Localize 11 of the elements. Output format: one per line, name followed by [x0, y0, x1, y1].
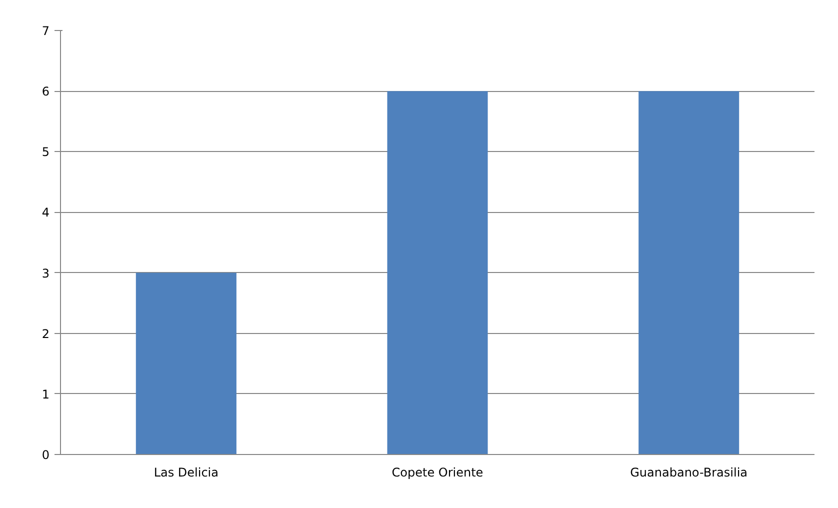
- x-tick-label: Las Delicia: [154, 466, 219, 480]
- y-tick-label: 5: [42, 145, 50, 160]
- x-tick-label: Copete Oriente: [392, 466, 484, 480]
- y-tick-label: 0: [42, 448, 50, 462]
- y-tick-label: 6: [42, 84, 50, 99]
- y-tick-label: 4: [42, 206, 50, 220]
- y-tick-label: 3: [42, 266, 50, 280]
- y-tick-label: 1: [42, 387, 50, 402]
- y-tick-label: 7: [42, 24, 50, 38]
- y-tick-label: 2: [42, 326, 50, 341]
- x-tick-label: Guanabano-Brasilia: [630, 466, 748, 480]
